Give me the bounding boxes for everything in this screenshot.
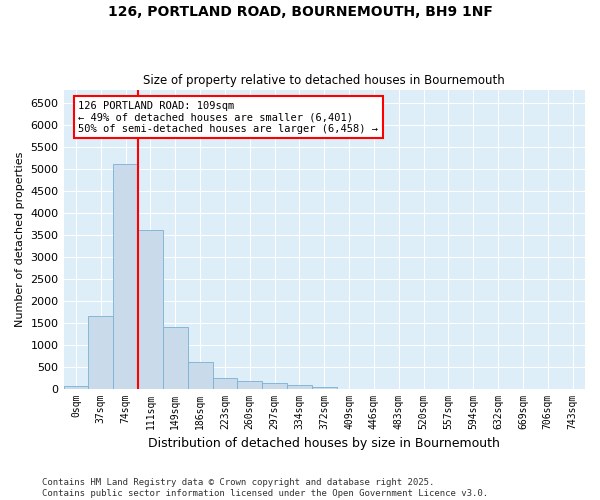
Bar bbox=[188, 362, 212, 388]
Title: Size of property relative to detached houses in Bournemouth: Size of property relative to detached ho… bbox=[143, 74, 505, 87]
Bar bbox=[287, 386, 312, 388]
Bar bbox=[138, 230, 163, 388]
Bar bbox=[88, 316, 113, 388]
Bar bbox=[163, 327, 188, 388]
Bar bbox=[262, 384, 287, 388]
Bar bbox=[64, 386, 88, 388]
Text: 126 PORTLAND ROAD: 109sqm
← 49% of detached houses are smaller (6,401)
50% of se: 126 PORTLAND ROAD: 109sqm ← 49% of detac… bbox=[79, 100, 379, 134]
Bar bbox=[312, 387, 337, 388]
Text: 126, PORTLAND ROAD, BOURNEMOUTH, BH9 1NF: 126, PORTLAND ROAD, BOURNEMOUTH, BH9 1NF bbox=[107, 5, 493, 19]
Text: Contains HM Land Registry data © Crown copyright and database right 2025.
Contai: Contains HM Land Registry data © Crown c… bbox=[42, 478, 488, 498]
Bar bbox=[238, 381, 262, 388]
Y-axis label: Number of detached properties: Number of detached properties bbox=[15, 152, 25, 326]
X-axis label: Distribution of detached houses by size in Bournemouth: Distribution of detached houses by size … bbox=[148, 437, 500, 450]
Bar bbox=[212, 378, 238, 388]
Bar bbox=[113, 164, 138, 388]
